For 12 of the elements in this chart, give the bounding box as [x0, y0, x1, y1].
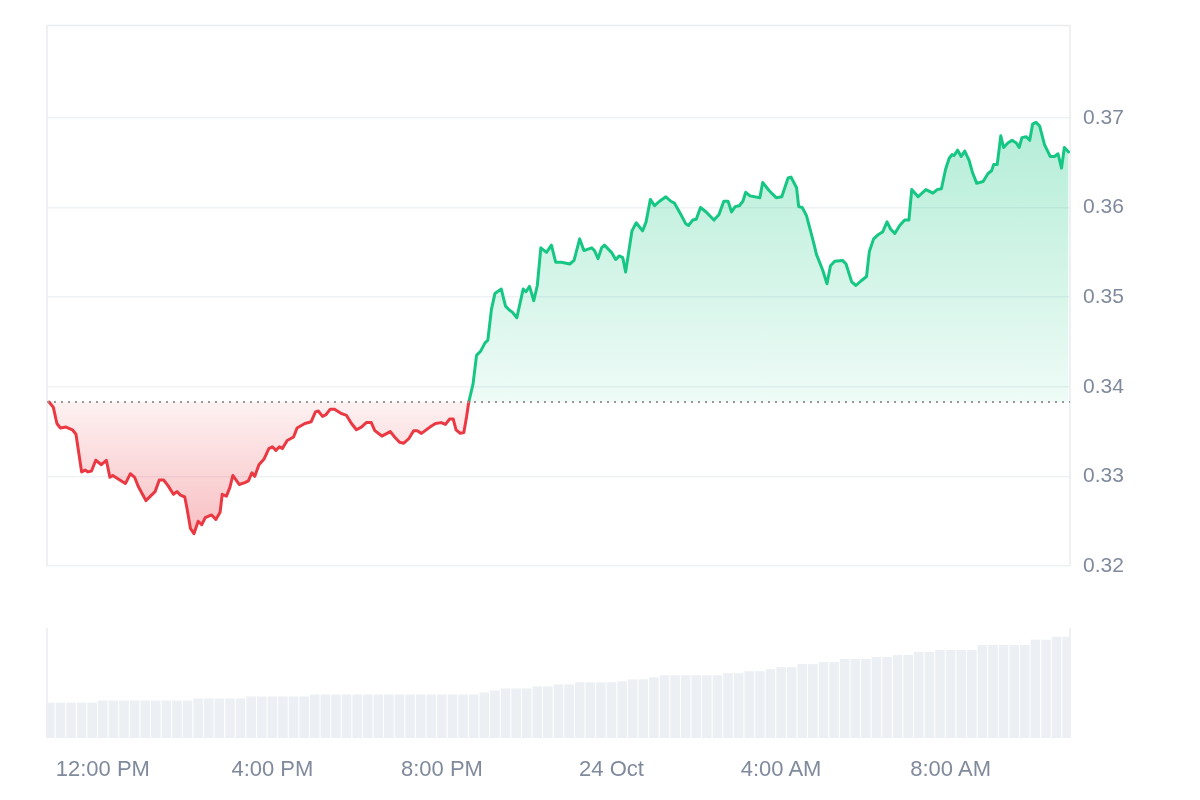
y-tick-label: 0.33 — [1083, 463, 1124, 487]
x-tick-label: 8:00 PM — [400, 756, 483, 782]
y-tick-label: 0.37 — [1083, 104, 1124, 128]
y-tick-label: 0.32 — [1083, 552, 1124, 576]
x-tick-label: 4:00 AM — [740, 756, 822, 782]
y-tick-label: 0.36 — [1083, 194, 1124, 218]
x-tick-label: 24 Oct — [579, 756, 644, 782]
x-tick-label: 4:00 PM — [231, 756, 314, 782]
y-tick-label: 0.34 — [1083, 373, 1125, 397]
x-tick-label: 8:00 AM — [910, 756, 991, 782]
x-tick-label: 12:00 PM — [55, 756, 150, 782]
y-tick-label: 0.35 — [1083, 283, 1124, 307]
